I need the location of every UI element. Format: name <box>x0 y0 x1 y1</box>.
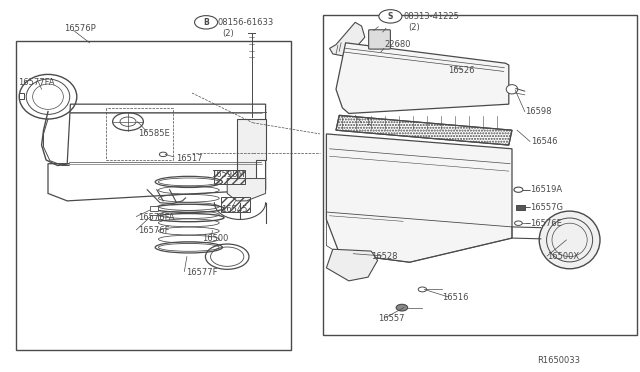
Bar <box>150 215 158 220</box>
Text: 16576P: 16576P <box>64 24 96 33</box>
Text: 16577F: 16577F <box>186 268 217 277</box>
Text: 22680: 22680 <box>384 40 410 49</box>
Text: 16598: 16598 <box>525 107 551 116</box>
Ellipse shape <box>514 187 523 192</box>
Text: S: S <box>388 12 393 21</box>
Bar <box>516 205 525 210</box>
Text: 16557G: 16557G <box>530 203 563 212</box>
Circle shape <box>379 10 402 23</box>
Text: 16576FA: 16576FA <box>138 213 174 222</box>
Polygon shape <box>237 119 266 179</box>
Text: 16577FA: 16577FA <box>18 78 54 87</box>
Bar <box>214 170 245 184</box>
Text: 16557: 16557 <box>378 314 404 323</box>
Text: (2): (2) <box>408 23 420 32</box>
Text: 16528: 16528 <box>371 252 397 261</box>
Text: 16500X: 16500X <box>547 252 579 261</box>
Text: 16546: 16546 <box>531 137 557 146</box>
Ellipse shape <box>419 287 427 292</box>
Polygon shape <box>330 22 365 56</box>
FancyBboxPatch shape <box>369 30 390 49</box>
Polygon shape <box>326 249 378 281</box>
Bar <box>19 93 24 99</box>
Polygon shape <box>227 179 266 201</box>
Text: 16585E: 16585E <box>138 129 170 138</box>
Bar <box>16 41 291 350</box>
Text: 16500: 16500 <box>202 234 228 243</box>
Text: R1650033: R1650033 <box>538 356 580 365</box>
Text: 16545: 16545 <box>221 205 247 214</box>
Text: 08156-61633: 08156-61633 <box>218 18 274 27</box>
Text: 08313-41225: 08313-41225 <box>403 12 459 21</box>
Bar <box>221 197 250 212</box>
Text: 16516: 16516 <box>442 293 468 302</box>
Bar <box>150 206 158 211</box>
Text: 16576F: 16576F <box>138 226 169 235</box>
Polygon shape <box>326 134 512 262</box>
Ellipse shape <box>159 152 167 157</box>
Text: 16526: 16526 <box>448 66 474 75</box>
Text: 16576E: 16576E <box>530 219 562 228</box>
Ellipse shape <box>506 85 518 94</box>
Ellipse shape <box>113 113 143 131</box>
Text: 16598M: 16598M <box>211 170 245 179</box>
Text: B: B <box>204 18 209 27</box>
Bar <box>323 15 637 335</box>
Text: 1: 1 <box>365 118 370 127</box>
Text: (2): (2) <box>223 29 234 38</box>
Text: 16517: 16517 <box>176 154 202 163</box>
Text: 16519A: 16519A <box>530 185 562 194</box>
Circle shape <box>195 16 218 29</box>
Ellipse shape <box>396 304 408 311</box>
Polygon shape <box>336 43 509 113</box>
Ellipse shape <box>540 211 600 269</box>
Ellipse shape <box>515 221 522 225</box>
